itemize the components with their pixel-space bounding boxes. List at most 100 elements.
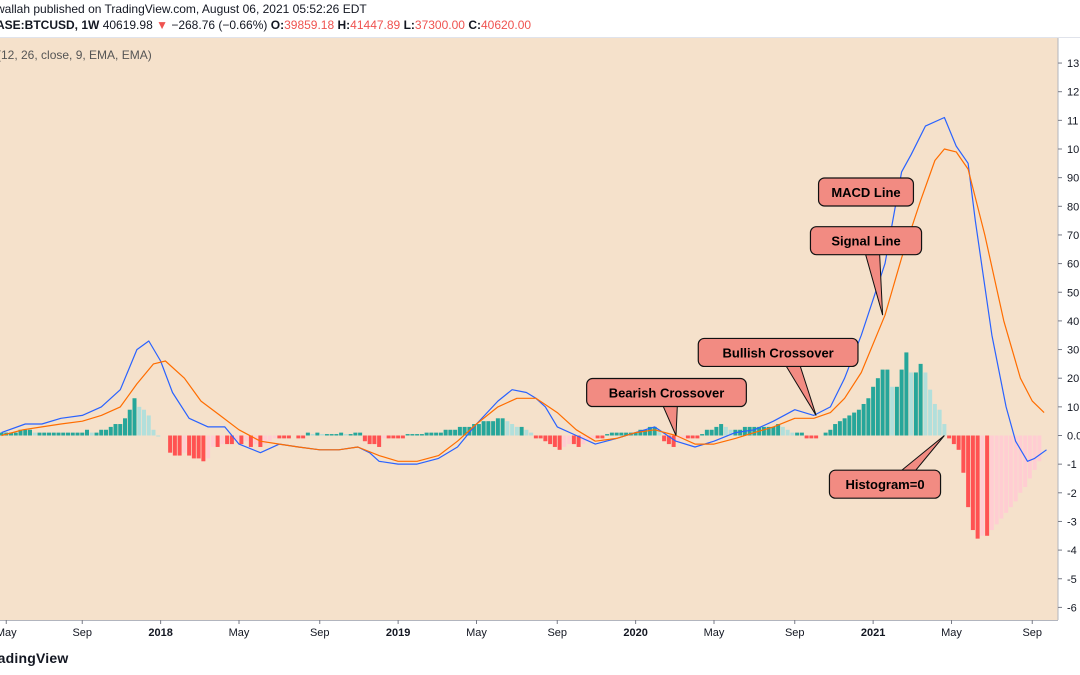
histogram-bar <box>571 435 576 445</box>
histogram-bar <box>495 418 500 436</box>
histogram-bar <box>118 424 123 436</box>
y-tick-label: 13 <box>1067 58 1079 70</box>
histogram-bar <box>248 435 253 447</box>
histogram-bar <box>324 434 329 436</box>
histogram-bar <box>505 421 510 436</box>
x-tick-label: Sep <box>547 627 567 639</box>
histogram-bar <box>339 432 344 436</box>
histogram-bar <box>576 435 581 447</box>
histogram-bar <box>942 424 947 436</box>
y-tick-label: 11 <box>1067 115 1078 127</box>
callout-label: Bullish Crossover <box>722 345 833 360</box>
histogram-bar <box>595 435 600 439</box>
histogram-bar <box>980 435 985 536</box>
histogram-bar <box>590 435 595 439</box>
y-tick-label: 20 <box>1067 373 1079 385</box>
histogram-bar <box>885 369 890 436</box>
histogram-bar <box>372 435 377 445</box>
histogram-bar <box>1018 435 1023 493</box>
histogram-bar <box>182 435 187 453</box>
histogram-bar <box>652 426 657 436</box>
histogram-bar <box>13 432 18 436</box>
y-tick-label: -5 <box>1067 574 1077 586</box>
histogram-bar <box>391 435 396 439</box>
x-tick-label: Sep <box>1022 627 1042 639</box>
x-tick-label: May <box>704 627 725 639</box>
histogram-bar <box>543 435 548 442</box>
histogram-bar <box>913 372 918 436</box>
histogram-bar <box>586 435 591 442</box>
histogram-bar <box>719 424 724 436</box>
histogram-bar <box>362 435 367 442</box>
histogram-bar <box>443 429 448 436</box>
histogram-bar <box>728 429 733 436</box>
histogram-bar <box>353 432 358 436</box>
histogram-bar <box>486 421 491 436</box>
x-tick-label: 2019 <box>386 627 410 639</box>
last-price: 40619.98 <box>102 18 153 32</box>
histogram-bar <box>605 434 610 436</box>
histogram-bar <box>966 435 971 508</box>
histogram-bar <box>210 435 215 447</box>
y-tick-label: 70 <box>1067 230 1079 242</box>
histogram-bar <box>932 403 937 436</box>
x-tick-label: 2020 <box>623 627 647 639</box>
histogram-bar <box>894 386 899 436</box>
histogram-bar <box>301 435 306 439</box>
histogram-bar <box>472 424 477 436</box>
histogram-bar <box>410 434 415 436</box>
histogram-bar <box>975 435 980 539</box>
histogram-bar <box>519 426 524 436</box>
histogram-bar <box>348 434 353 436</box>
histogram-bar <box>305 432 310 436</box>
histogram-bar <box>405 434 410 436</box>
callout-box <box>828 469 942 499</box>
histogram-bar <box>780 426 785 436</box>
histogram-bar <box>104 429 108 436</box>
price-change: −268.76 (−0.66%) <box>171 18 268 32</box>
histogram-bar <box>70 432 75 436</box>
x-tick-label: May <box>0 627 17 639</box>
histogram-bar <box>989 435 994 531</box>
histogram-bar <box>985 435 990 536</box>
histogram-bar <box>429 432 434 436</box>
histogram-bar <box>847 415 852 436</box>
histogram-bar <box>206 435 211 459</box>
histogram-bar <box>196 435 201 459</box>
x-tick-label: May <box>941 627 962 639</box>
histogram-bar <box>671 435 676 447</box>
histogram-bar <box>296 435 301 439</box>
brand-text: radingView <box>0 650 69 666</box>
histogram-bar <box>842 418 847 436</box>
histogram-bar <box>462 426 467 436</box>
histogram-bar <box>928 389 933 436</box>
open-label: O: <box>270 18 285 32</box>
histogram-bar <box>225 435 230 445</box>
y-tick-label: -2 <box>1067 488 1077 500</box>
histogram-bar <box>514 426 519 436</box>
close-value: 40620.00 <box>480 18 532 32</box>
x-tick-label: Sep <box>785 627 805 639</box>
price-axis-background <box>1058 38 1080 620</box>
histogram-bar <box>400 435 405 439</box>
histogram-bar <box>448 429 453 436</box>
histogram-bar <box>9 432 13 436</box>
histogram-bar <box>1032 435 1037 470</box>
histogram-bar <box>23 429 28 436</box>
down-arrow-icon: ▼ <box>156 18 168 32</box>
callout-label: Signal Line <box>831 234 900 249</box>
histogram-bar <box>367 435 372 445</box>
histogram-bar <box>201 435 206 462</box>
y-tick-label: -1 <box>1067 459 1077 471</box>
histogram-bar <box>723 426 728 436</box>
histogram-bar <box>837 421 842 436</box>
histogram-bar <box>804 435 809 439</box>
histogram-bar <box>80 432 85 436</box>
histogram-bar <box>614 432 619 436</box>
indicator-settings-label[interactable]: (12, 26, close, 9, EMA, EMA) <box>0 48 152 62</box>
histogram-bar <box>386 435 391 439</box>
tradingview-brand: radingView <box>0 650 68 666</box>
histogram-bar <box>856 409 861 436</box>
histogram-bar <box>875 378 880 436</box>
